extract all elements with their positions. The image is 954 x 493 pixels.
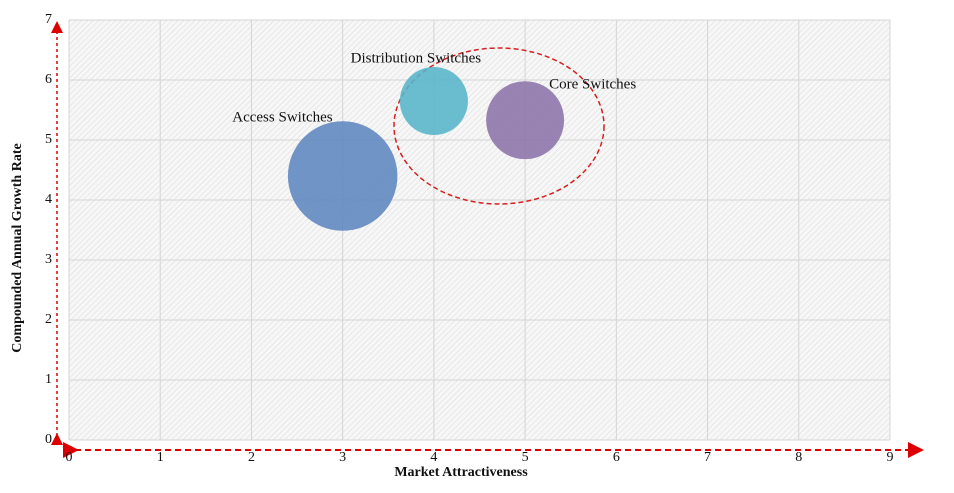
bubble-label: Access Switches	[232, 109, 333, 125]
bubble	[287, 121, 398, 231]
y-tick-label: 7	[45, 12, 52, 27]
y-tick-label: 6	[45, 72, 52, 87]
x-tick-label: 3	[339, 450, 346, 465]
bubble	[399, 66, 468, 136]
bubble-label: Core Switches	[549, 77, 636, 93]
y-tick-label: 1	[45, 372, 52, 387]
x-tick-label: 0	[66, 450, 73, 465]
x-tick-label: 4	[430, 450, 437, 465]
bubble	[486, 81, 565, 160]
bubble-label: Distribution Switches	[351, 50, 482, 66]
y-tick-label: 3	[45, 252, 52, 267]
highlight-ellipse	[393, 47, 605, 205]
y-tick-label: 4	[45, 192, 52, 207]
y-axis-title: Compounded Annual Growth Rate	[10, 143, 25, 352]
x-axis-title: Market Attractiveness	[394, 465, 528, 480]
x-tick-label: 9	[887, 450, 894, 465]
y-tick-label: 2	[45, 312, 52, 327]
x-tick-label: 6	[613, 450, 620, 465]
y-tick-label: 0	[45, 432, 52, 447]
x-tick-label: 7	[704, 450, 711, 465]
x-tick-label: 8	[795, 450, 802, 465]
y-tick-label: 5	[45, 132, 52, 147]
x-tick-label: 5	[522, 450, 529, 465]
bubbles	[287, 66, 565, 231]
x-tick-label: 2	[248, 450, 255, 465]
plot-area	[69, 20, 890, 440]
x-tick-label: 1	[157, 450, 164, 465]
